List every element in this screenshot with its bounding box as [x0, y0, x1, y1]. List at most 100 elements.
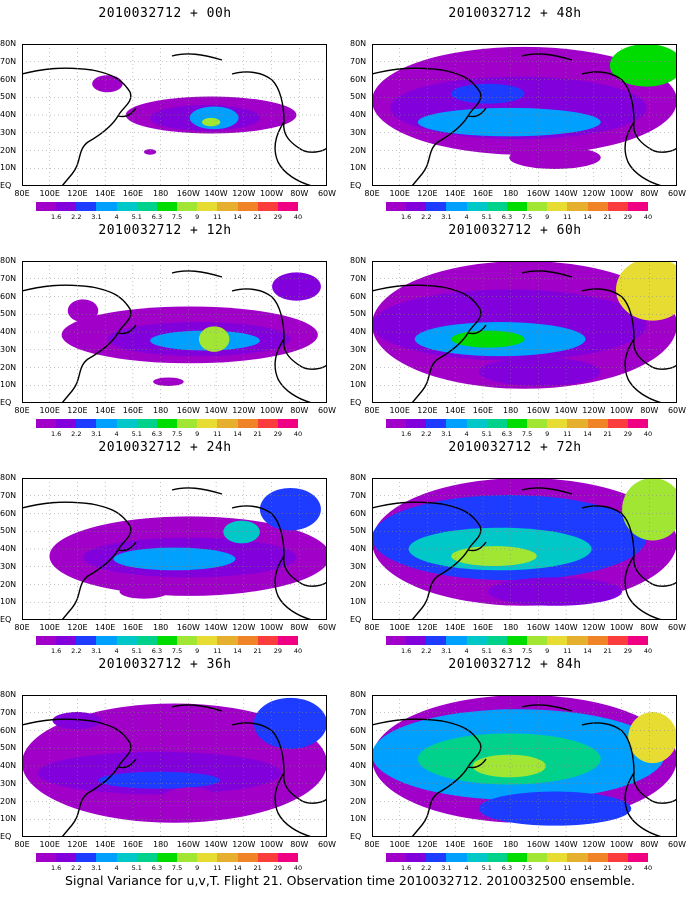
colorbar-label: 29 [273, 213, 282, 221]
variance-map [22, 695, 327, 837]
latitude-label: EQ [350, 615, 362, 624]
colorbar-swatch [426, 202, 447, 211]
colorbar-label: 3.1 [91, 647, 102, 655]
colorbar-label: 9 [545, 647, 550, 655]
figure-caption: Signal Variance for u,v,T. Flight 21. Ob… [65, 873, 635, 888]
panel-title: 2010032712 + 36h [98, 657, 232, 672]
colorbar [36, 636, 299, 645]
colorbar-swatch [277, 636, 299, 645]
colorbar-label: 21 [603, 864, 612, 872]
longitude-label: 120E [67, 840, 88, 849]
colorbar-swatch [567, 419, 588, 428]
colorbar-label: 5.1 [481, 213, 492, 221]
colorbar-swatch [76, 636, 97, 645]
colorbar-swatch [96, 636, 117, 645]
latitude-label: 20N [0, 145, 17, 155]
map-canvas [372, 261, 677, 403]
variance-contour [113, 547, 236, 571]
longitude-label: 100W [609, 189, 634, 198]
colorbar-swatch [36, 419, 57, 428]
colorbar-swatch [486, 853, 507, 862]
colorbar-label: 14 [583, 647, 592, 655]
colorbar-label: 14 [583, 430, 592, 438]
colorbar-swatch [627, 419, 649, 428]
longitude-label: 160E [472, 623, 494, 632]
colorbar-swatch [56, 202, 77, 211]
colorbar-swatch [406, 202, 427, 211]
variance-contour [201, 117, 221, 127]
colorbar-swatch [76, 853, 97, 862]
map-canvas [372, 695, 677, 837]
map-canvas [22, 261, 327, 403]
longitude-label: 60W [317, 623, 337, 632]
colorbar-swatch [386, 202, 407, 211]
map-panel: 2010032712 + 60h 80N 70N 60N 50N 40N 30N 20N 10N… [350, 223, 686, 438]
latitude-label: 30N [350, 778, 367, 788]
longitude-label: 100W [259, 623, 284, 632]
longitude-label: 140E [95, 406, 116, 415]
latitude-label: 30N [350, 127, 367, 137]
latitude-label: 80N [350, 256, 367, 265]
latitude-label: 60N [350, 508, 367, 518]
variance-contour [616, 261, 677, 321]
colorbar-swatch [386, 636, 407, 645]
colorbar [386, 853, 649, 862]
longitude-label: 140E [445, 840, 466, 849]
longitude-label: 100W [609, 623, 634, 632]
longitude-label: 100E [389, 189, 410, 198]
longitude-label: 80E [14, 189, 30, 198]
colorbar-swatch [567, 202, 588, 211]
latitude-label: EQ [0, 832, 12, 841]
map-canvas [22, 44, 327, 186]
map-frame [372, 44, 677, 186]
colorbar-swatch [217, 202, 238, 211]
colorbar-labels: 1.6 2.2 3.1 4 5.1 6.3 7.5 9 11 14 21 29 40 [36, 213, 302, 221]
longitude-label: 60W [667, 623, 687, 632]
colorbar-swatch [587, 636, 608, 645]
colorbar-label: 3.1 [441, 430, 452, 438]
colorbar-label: 11 [213, 430, 222, 438]
variance-contour [223, 520, 260, 544]
longitude-label: 80W [290, 189, 309, 198]
colorbar-label: 1.6 [50, 213, 62, 221]
latitude-label: EQ [0, 181, 12, 190]
latitude-label: 10N [0, 163, 17, 173]
longitude-label: 80W [290, 840, 309, 849]
colorbar-label: 3.1 [441, 647, 452, 655]
colorbar-swatch [527, 202, 548, 211]
colorbar-swatch [56, 636, 77, 645]
colorbar-label: 3.1 [91, 213, 102, 221]
colorbar [36, 419, 299, 428]
colorbar-label: 4 [114, 647, 119, 655]
colorbar-swatch [56, 853, 77, 862]
longitude-label: 140E [95, 623, 116, 632]
variance-contour [628, 712, 677, 764]
latitude-label: 50N [350, 92, 367, 102]
colorbar-label: 7.5 [171, 647, 183, 655]
longitude-label: 160E [122, 840, 144, 849]
colorbar-label: 7.5 [521, 864, 533, 872]
longitude-label: 160E [122, 189, 144, 198]
latitude-label: 20N [0, 579, 17, 589]
variance-contour [189, 106, 239, 130]
colorbar-label: 4 [114, 430, 119, 438]
panel-title: 2010032712 + 72h [448, 440, 582, 455]
latitude-label: 70N [350, 273, 367, 283]
map-canvas [22, 478, 327, 620]
variance-contour [509, 146, 601, 169]
colorbar-label: 21 [603, 430, 612, 438]
colorbar-label: 3.1 [91, 430, 102, 438]
longitude-label: 100E [389, 406, 410, 415]
coastline [117, 758, 137, 769]
colorbar-label: 40 [643, 213, 653, 221]
colorbar-swatch [257, 202, 278, 211]
colorbar-label: 1.6 [400, 864, 412, 872]
latitude-label: 50N [0, 92, 17, 102]
colorbar-swatch [567, 636, 588, 645]
colorbar-label: 29 [273, 647, 282, 655]
coastline [171, 704, 223, 712]
longitude-label: 140E [445, 189, 466, 198]
longitude-label: 120E [67, 189, 88, 198]
colorbar-labels: 1.6 2.2 3.1 4 5.1 6.3 7.5 9 11 14 21 29 40 [386, 430, 652, 438]
colorbar-label: 6.3 [151, 430, 163, 438]
